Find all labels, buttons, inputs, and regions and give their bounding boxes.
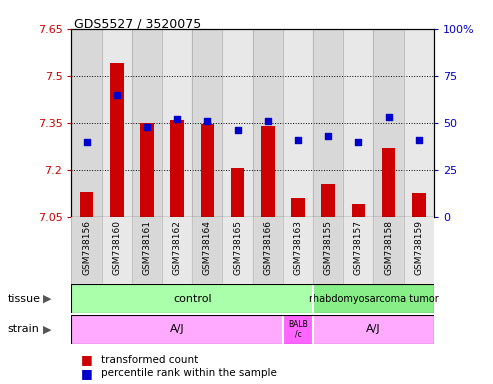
Bar bbox=[313, 284, 434, 313]
Bar bbox=[231, 168, 245, 217]
Text: GSM738160: GSM738160 bbox=[112, 220, 121, 275]
Text: control: control bbox=[173, 293, 211, 304]
Bar bbox=[71, 315, 283, 344]
Point bbox=[264, 118, 272, 124]
Bar bbox=[252, 217, 283, 284]
Bar bbox=[404, 217, 434, 284]
Text: GSM738156: GSM738156 bbox=[82, 220, 91, 275]
Bar bbox=[352, 204, 365, 217]
Text: A/J: A/J bbox=[366, 324, 381, 334]
Bar bbox=[321, 184, 335, 217]
Bar bbox=[252, 29, 283, 217]
Bar bbox=[80, 192, 93, 217]
Bar bbox=[283, 217, 313, 284]
Bar bbox=[132, 29, 162, 217]
Point bbox=[113, 91, 121, 98]
Point bbox=[294, 137, 302, 143]
Bar bbox=[283, 29, 313, 217]
Bar bbox=[343, 29, 374, 217]
Bar bbox=[313, 315, 434, 344]
Bar bbox=[102, 217, 132, 284]
Bar bbox=[102, 29, 132, 217]
Text: transformed count: transformed count bbox=[101, 355, 198, 365]
Text: ■: ■ bbox=[81, 367, 93, 380]
Text: GSM738155: GSM738155 bbox=[323, 220, 333, 275]
Point bbox=[354, 139, 362, 145]
Point bbox=[204, 118, 211, 124]
Point bbox=[173, 116, 181, 122]
Text: GDS5527 / 3520075: GDS5527 / 3520075 bbox=[74, 17, 201, 30]
Bar bbox=[222, 217, 252, 284]
Text: ■: ■ bbox=[81, 353, 93, 366]
Bar bbox=[162, 217, 192, 284]
Text: GSM738163: GSM738163 bbox=[293, 220, 303, 275]
Text: percentile rank within the sample: percentile rank within the sample bbox=[101, 368, 277, 378]
Bar bbox=[171, 120, 184, 217]
Text: GSM738166: GSM738166 bbox=[263, 220, 272, 275]
Text: GSM738159: GSM738159 bbox=[414, 220, 423, 275]
Point bbox=[143, 124, 151, 130]
Bar bbox=[261, 126, 275, 217]
Bar bbox=[201, 124, 214, 217]
Bar bbox=[222, 29, 252, 217]
Bar bbox=[291, 198, 305, 217]
Bar bbox=[192, 217, 222, 284]
Text: ▶: ▶ bbox=[42, 324, 51, 334]
Text: A/J: A/J bbox=[170, 324, 184, 334]
Bar bbox=[373, 217, 404, 284]
Bar bbox=[382, 148, 395, 217]
Bar bbox=[192, 29, 222, 217]
Bar bbox=[71, 29, 102, 217]
Bar bbox=[110, 63, 124, 217]
Point bbox=[234, 127, 242, 134]
Bar bbox=[313, 29, 343, 217]
Bar bbox=[162, 29, 192, 217]
Bar bbox=[373, 29, 404, 217]
Text: GSM738164: GSM738164 bbox=[203, 220, 212, 275]
Text: GSM738161: GSM738161 bbox=[142, 220, 151, 275]
Point bbox=[415, 137, 423, 143]
Bar bbox=[404, 29, 434, 217]
Text: GSM738165: GSM738165 bbox=[233, 220, 242, 275]
Bar bbox=[412, 194, 425, 217]
Text: ▶: ▶ bbox=[42, 293, 51, 304]
Bar bbox=[132, 217, 162, 284]
Text: BALB
/c: BALB /c bbox=[288, 319, 308, 339]
Point bbox=[385, 114, 392, 120]
Text: GSM738162: GSM738162 bbox=[173, 220, 182, 275]
Text: rhabdomyosarcoma tumor: rhabdomyosarcoma tumor bbox=[309, 293, 438, 304]
Point bbox=[83, 139, 91, 145]
Bar bbox=[71, 284, 313, 313]
Text: tissue: tissue bbox=[7, 293, 40, 304]
Text: GSM738158: GSM738158 bbox=[384, 220, 393, 275]
Bar bbox=[343, 217, 374, 284]
Point bbox=[324, 133, 332, 139]
Bar bbox=[140, 123, 154, 217]
Text: GSM738157: GSM738157 bbox=[354, 220, 363, 275]
Bar bbox=[283, 315, 313, 344]
Bar bbox=[71, 217, 102, 284]
Bar bbox=[313, 217, 343, 284]
Text: strain: strain bbox=[7, 324, 39, 334]
